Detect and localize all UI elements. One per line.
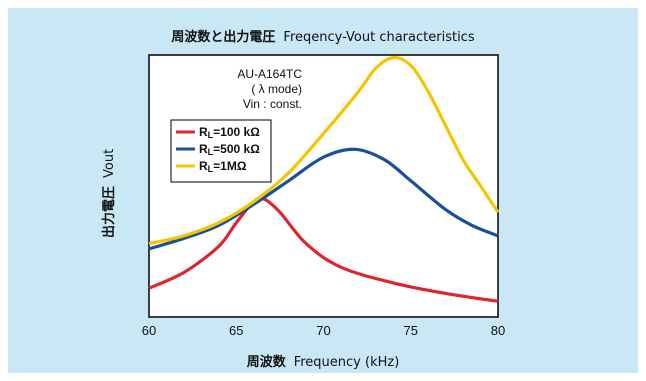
chart-title: 周波数と出力電圧 Freqency-Vout characteristics (8, 26, 638, 45)
legend-label-1: RL=100 kΩ (199, 125, 260, 140)
legend-label-2: RL=500 kΩ (199, 142, 260, 157)
annotation-vin: Vin : const. (243, 97, 302, 111)
series-line-1 (148, 196, 499, 303)
x-tick-label-1: 60 (142, 323, 156, 338)
legend-items: RL=100 kΩ RL=500 kΩ RL=1MΩ (176, 125, 260, 174)
x-tick-label-4: 75 (404, 323, 418, 338)
chart-svg: 60 65 70 75 80 AU-A164TC ( λ mode) Vin : con… (142, 54, 505, 338)
plot-area (148, 54, 499, 318)
curves (148, 55, 500, 303)
chart-title-jp: 周波数と出力電圧 (171, 30, 276, 45)
annotation-model: AU-A164TC (237, 67, 302, 81)
annotation-mode: ( λ mode) (251, 82, 302, 96)
x-tick-label-2: 65 (229, 323, 243, 338)
x-axis-label-jp: 周波数 (246, 355, 286, 370)
x-axis-label: 周波数 Frequency (kHz) (8, 351, 638, 370)
legend: RL=100 kΩ RL=500 kΩ RL=1MΩ (170, 119, 272, 183)
series-line-3 (148, 55, 500, 246)
x-ticks: 60 65 70 75 80 (142, 323, 505, 338)
series-line-2 (148, 147, 499, 251)
legend-label-3: RL=1MΩ (199, 159, 247, 174)
chart-title-en: Freqency-Vout characteristics (283, 30, 475, 45)
x-tick-label-3: 70 (316, 323, 330, 338)
x-axis-label-en: Frequency (kHz) (293, 355, 400, 370)
legend-box (170, 119, 272, 183)
x-tick-label-5: 80 (491, 323, 505, 338)
chart-panel: 周波数と出力電圧 Freqency-Vout characteristics 出力… (8, 8, 638, 373)
